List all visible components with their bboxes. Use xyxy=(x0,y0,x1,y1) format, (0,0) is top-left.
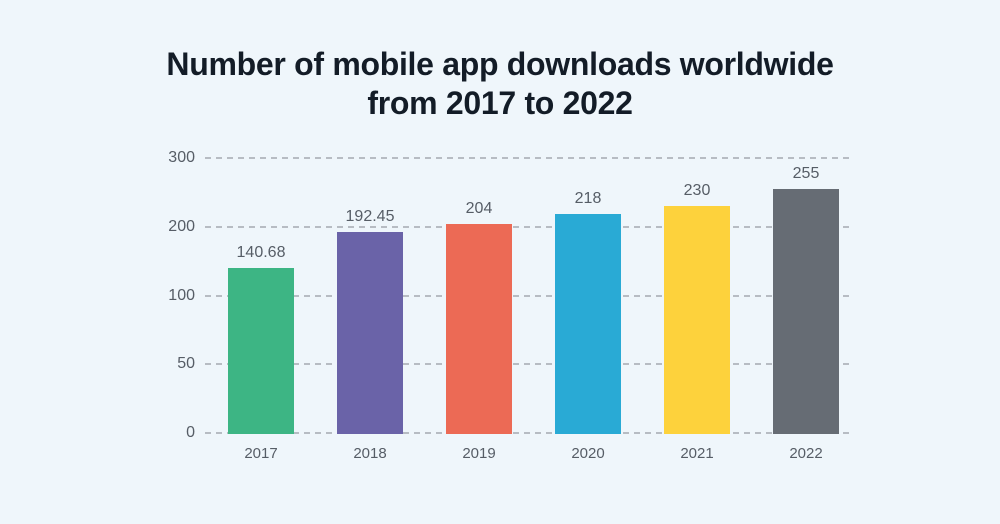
bar-value-label: 218 xyxy=(574,190,602,208)
bar-value-label: 255 xyxy=(792,164,820,182)
title-line-2: from 2017 to 2022 xyxy=(367,85,633,121)
x-axis-year-label: 2021 xyxy=(680,445,714,462)
x-axis-year-label: 2020 xyxy=(571,445,605,462)
y-axis-tick-label: 50 xyxy=(177,355,195,373)
x-axis-year-label: 2022 xyxy=(789,445,823,462)
bar-2018 xyxy=(337,231,403,434)
bar-value-label: 140.68 xyxy=(236,243,286,261)
gridline-50 xyxy=(205,363,850,366)
y-axis-tick-label: 300 xyxy=(168,149,195,166)
gridline-200 xyxy=(205,225,850,228)
y-axis-tick-label: 200 xyxy=(168,217,195,235)
bar-2019 xyxy=(446,224,512,434)
y-axis-tick-label: 100 xyxy=(168,286,195,304)
x-axis-year-label: 2018 xyxy=(353,445,387,462)
bar-2022 xyxy=(773,188,839,434)
title-line-1: Number of mobile app downloads worldwide xyxy=(166,46,834,82)
gridline-300 xyxy=(205,157,850,159)
bar-2021 xyxy=(664,206,730,434)
bar-2020 xyxy=(555,214,621,434)
x-axis-year-label: 2017 xyxy=(244,445,278,462)
bar-value-label: 192.45 xyxy=(345,207,395,225)
x-axis-year-label: 2019 xyxy=(462,445,496,462)
bar-2017 xyxy=(228,267,294,434)
bar-value-label: 204 xyxy=(465,200,493,217)
gridline-0 xyxy=(205,432,850,434)
gridline-100 xyxy=(205,294,850,297)
bar-value-label: 230 xyxy=(683,182,711,200)
page-title: Number of mobile app downloads worldwide… xyxy=(0,45,1000,123)
y-axis-tick-label: 0 xyxy=(186,424,195,441)
